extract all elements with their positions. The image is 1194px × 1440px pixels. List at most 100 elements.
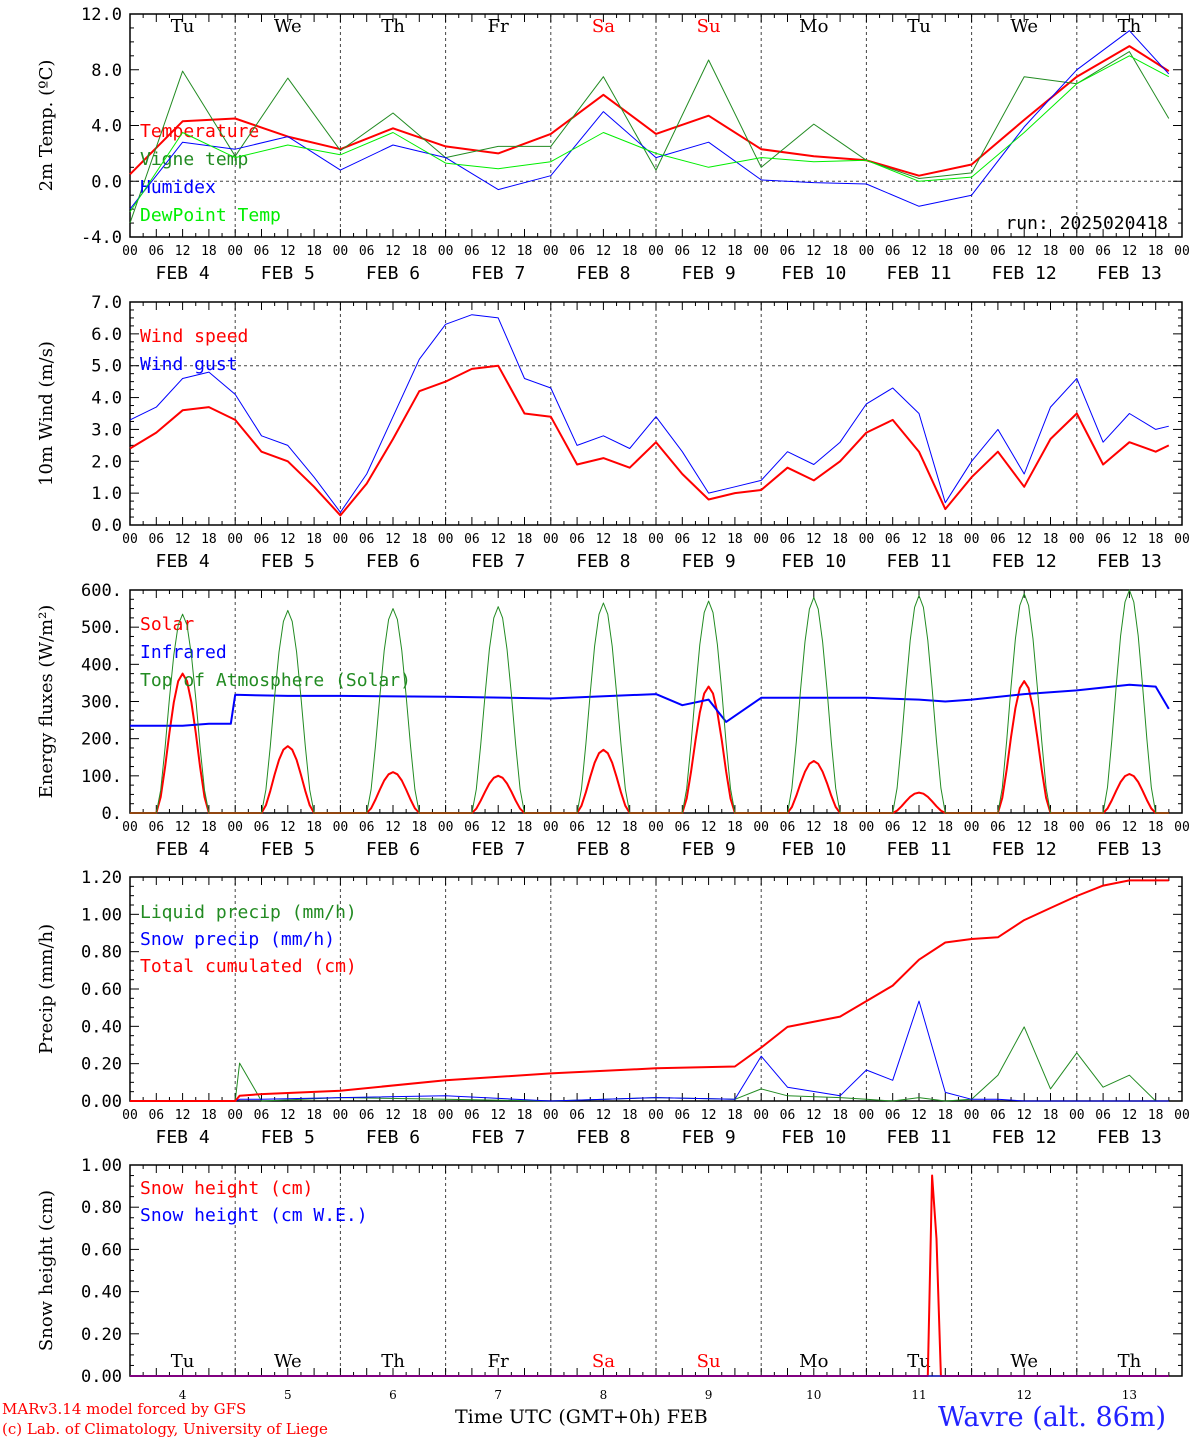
hour-tick-label: 00 (227, 820, 243, 835)
hour-tick-label: 18 (727, 820, 743, 835)
weekday-label: Su (697, 16, 721, 37)
y-tick-label: 3.0 (91, 420, 122, 440)
hour-tick-label: 00 (438, 820, 454, 835)
hour-tick-label: 00 (859, 820, 875, 835)
legend-entry: Top of Atmosphere (Solar) (140, 670, 411, 691)
hour-tick-label: 00 (333, 532, 349, 547)
panel-0: -4.0 0.0 4.0 8.0 12.0 2m Temp. (ºC) 00 06 12 18 FE… (36, 5, 1190, 284)
hour-tick-label: 06 (148, 820, 164, 835)
hour-tick-label: 18 (411, 244, 427, 259)
hour-tick-label: 06 (674, 532, 690, 547)
date-label: FEB 8 (576, 839, 630, 860)
hour-tick-label: 00 (753, 1108, 769, 1123)
y-tick-label: 0.60 (81, 980, 122, 1000)
date-label: FEB 4 (156, 1127, 210, 1148)
series-line-temperature (129, 45, 1170, 177)
panel-4: 0.00 0.20 0.40 0.60 0.80 1.00 Snow height (cm)… (36, 1156, 1183, 1402)
hour-tick-label: 06 (885, 1108, 901, 1123)
day-number-label: 12 (1017, 1388, 1032, 1402)
hour-tick-label: 00 (1174, 1108, 1190, 1123)
weekday-label: We (1010, 16, 1038, 37)
hour-tick-label: 12 (385, 1108, 401, 1123)
hour-tick-label: 06 (885, 532, 901, 547)
date-label: FEB 10 (781, 263, 846, 284)
hour-tick-label: 06 (464, 1108, 480, 1123)
hour-tick-label: 12 (596, 244, 612, 259)
date-label: FEB 6 (366, 263, 420, 284)
x-axis-title-text: Time UTC (GMT+0h) (455, 1406, 661, 1428)
hour-tick-label: 06 (569, 532, 585, 547)
panel-3: 0.00 0.20 0.40 0.60 0.80 1.00 1.20 Precip (mm/h… (36, 868, 1190, 1148)
hour-tick-label: 06 (780, 1108, 796, 1123)
hour-tick-label: 12 (806, 820, 822, 835)
legend-entry: Wind speed (140, 326, 248, 347)
date-label: FEB 6 (366, 551, 420, 572)
date-label: FEB 10 (781, 1127, 846, 1148)
date-label: FEB 8 (576, 551, 630, 572)
hour-tick-label: 00 (648, 532, 664, 547)
date-label: FEB 11 (886, 1127, 951, 1148)
hour-tick-label: 06 (674, 1108, 690, 1123)
date-label: FEB 12 (992, 551, 1057, 572)
hour-tick-label: 12 (385, 532, 401, 547)
hour-tick-label: 00 (227, 532, 243, 547)
y-tick-label: 8.0 (91, 61, 122, 81)
date-label: FEB 10 (781, 839, 846, 860)
hour-tick-label: 12 (490, 820, 506, 835)
hour-tick-label: 18 (517, 244, 533, 259)
y-tick-label: 7.0 (91, 293, 122, 313)
date-label: FEB 7 (471, 1127, 525, 1148)
date-label: FEB 11 (886, 551, 951, 572)
hour-tick-label: 06 (569, 1108, 585, 1123)
y-tick-label: 400. (81, 655, 122, 675)
hour-tick-label: 00 (1174, 244, 1190, 259)
weekday-label: Th (381, 1351, 405, 1372)
hour-tick-label: 06 (359, 820, 375, 835)
y-axis-title: 10m Wind (m/s) (36, 341, 57, 486)
date-label: FEB 5 (261, 551, 315, 572)
hour-tick-label: 18 (201, 244, 217, 259)
hour-tick-label: 06 (359, 244, 375, 259)
day-number-label: 10 (806, 1388, 821, 1402)
series-line-infrared (130, 683, 1170, 727)
legend-entry: Snow precip (mm/h) (140, 929, 335, 950)
date-label: FEB 10 (781, 551, 846, 572)
hour-tick-label: 12 (701, 532, 717, 547)
hour-tick-label: 18 (517, 1108, 533, 1123)
hour-tick-label: 00 (859, 1108, 875, 1123)
y-tick-label: -4.0 (81, 228, 122, 248)
hour-tick-label: 06 (780, 820, 796, 835)
hour-tick-label: 00 (227, 1108, 243, 1123)
series-line-dewpoint-temp (129, 55, 1170, 213)
hour-tick-label: 18 (832, 244, 848, 259)
date-label: FEB 12 (992, 263, 1057, 284)
y-tick-label: 100. (81, 767, 122, 787)
series-line-vigne-temp (129, 51, 1170, 224)
y-tick-label: 600. (81, 581, 122, 601)
series-line-top-of-atmosphere-solar- (130, 589, 1169, 814)
legend-entry: Infrared (140, 642, 227, 663)
hour-tick-label: 00 (438, 1108, 454, 1123)
hour-tick-label: 00 (753, 244, 769, 259)
y-tick-label: 0.40 (81, 1283, 122, 1303)
hour-tick-label: 06 (990, 1108, 1006, 1123)
hour-tick-label: 00 (543, 532, 559, 547)
y-tick-label: 300. (81, 693, 122, 713)
hour-tick-label: 06 (569, 244, 585, 259)
model-credit: MARv3.14 model forced by GFS (2, 1400, 247, 1418)
y-tick-label: 0.60 (81, 1240, 122, 1260)
y-tick-label: 0. (102, 804, 122, 824)
hour-tick-label: 00 (859, 244, 875, 259)
hour-tick-label: 06 (254, 820, 270, 835)
hour-tick-label: 12 (385, 244, 401, 259)
hour-tick-label: 18 (411, 532, 427, 547)
hour-tick-label: 12 (1122, 244, 1138, 259)
hour-tick-label: 18 (1043, 244, 1059, 259)
legend-entry: Snow height (cm W.E.) (140, 1205, 368, 1226)
hour-tick-label: 12 (911, 820, 927, 835)
hour-tick-label: 00 (333, 1108, 349, 1123)
hour-tick-label: 06 (254, 244, 270, 259)
y-axis-title: Snow height (cm) (36, 1190, 57, 1351)
legend-entry: Wind gust (140, 354, 238, 375)
hour-tick-label: 06 (148, 532, 164, 547)
